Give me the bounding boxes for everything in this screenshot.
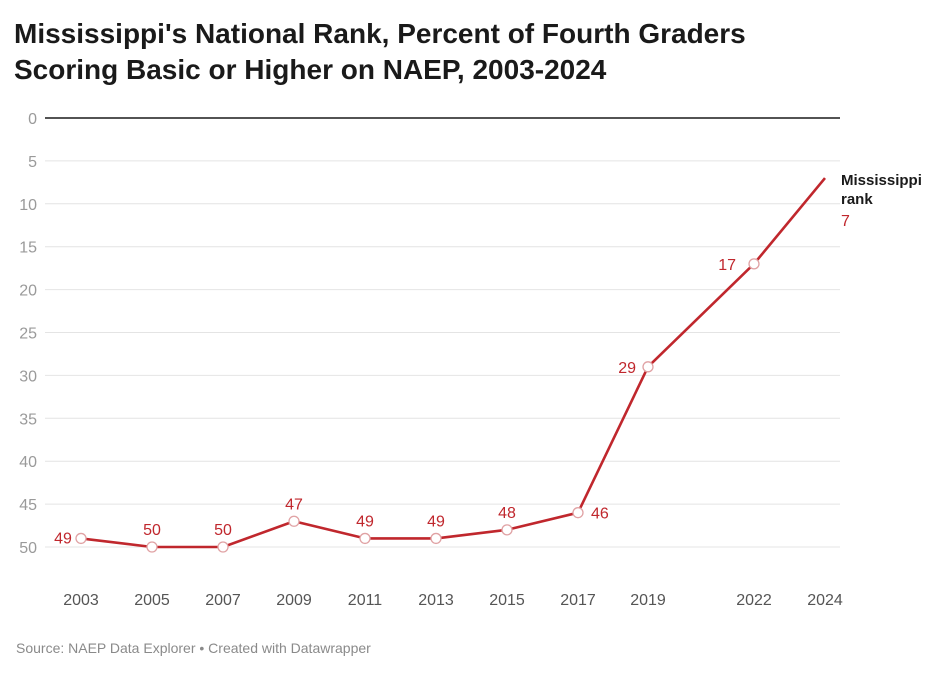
y-tick-label: 15 — [19, 240, 37, 257]
series-end-label-line-1: Mississippi — [841, 172, 922, 189]
x-tick-label: 2015 — [489, 592, 525, 609]
data-label: 46 — [591, 506, 609, 523]
chart-title: Mississippi's National Rank, Percent of … — [14, 16, 934, 88]
chart-title-line-2: Scoring Basic or Higher on NAEP, 2003-20… — [14, 54, 607, 85]
data-point-marker — [501, 524, 513, 536]
x-tick-label: 2019 — [630, 592, 666, 609]
data-point-marker — [75, 532, 87, 545]
y-tick-label: 45 — [19, 497, 37, 514]
x-tick-label: 2007 — [205, 592, 241, 609]
x-tick-label: 2024 — [807, 592, 843, 609]
data-point-marker — [288, 515, 300, 527]
x-tick-label: 2017 — [560, 592, 596, 609]
data-label: 48 — [498, 505, 516, 522]
source-note: Source: NAEP Data Explorer • Created wit… — [16, 640, 371, 656]
series-end-label-line-2: rank — [841, 191, 873, 208]
series-line-mississippi-rank — [80, 177, 827, 549]
x-tick-label: 2022 — [736, 592, 772, 609]
y-tick-label: 0 — [28, 111, 37, 128]
data-point-marker — [748, 258, 760, 270]
line-chart: 0 5 10 15 20 25 30 35 40 45 50 2003 2005 2007 2009 2011… — [19, 111, 922, 609]
x-tick-label: 2013 — [418, 592, 454, 609]
data-label: 49 — [427, 513, 445, 530]
chart-title-line-1: Mississippi's National Rank, Percent of … — [14, 18, 746, 49]
x-tick-label: 2005 — [134, 592, 170, 609]
y-tick-label: 50 — [19, 540, 37, 557]
data-label: 50 — [214, 522, 232, 539]
data-point-marker — [217, 541, 229, 553]
y-tick-label: 30 — [19, 368, 37, 385]
data-label: 17 — [718, 257, 736, 274]
series-end-value-label: 7 — [841, 213, 850, 230]
y-tick-label: 10 — [19, 197, 37, 214]
y-tick-label: 5 — [28, 154, 37, 171]
data-point-marker — [572, 507, 584, 519]
data-label: 29 — [618, 360, 636, 377]
data-point-marker — [642, 361, 654, 373]
data-point-marker — [146, 541, 158, 553]
x-tick-label: 2009 — [276, 592, 312, 609]
data-label: 50 — [143, 522, 161, 539]
y-tick-label: 40 — [19, 454, 37, 471]
data-point-marker — [359, 532, 371, 545]
y-tick-label: 35 — [19, 411, 37, 428]
data-label: 49 — [54, 530, 72, 547]
data-label: 47 — [285, 496, 303, 513]
data-label: 49 — [356, 513, 374, 530]
x-tick-label: 2003 — [63, 592, 99, 609]
y-tick-label: 20 — [19, 283, 37, 300]
y-tick-label: 25 — [19, 326, 37, 343]
data-point-marker — [430, 532, 442, 545]
x-tick-label: 2011 — [348, 592, 383, 609]
